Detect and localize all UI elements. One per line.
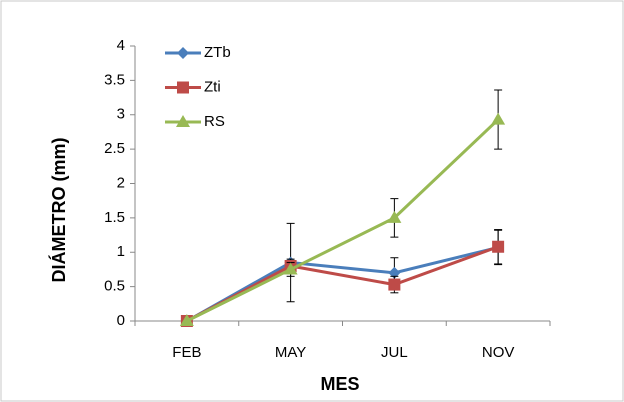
series-line [186, 118, 500, 323]
legend-marker [177, 47, 189, 59]
legend-marker [176, 115, 190, 127]
y-tick-label: 1 [117, 243, 125, 260]
y-tick-label: 0 [117, 312, 125, 329]
legend-marker [177, 81, 189, 94]
y-tick-label: 3.5 [104, 71, 125, 88]
legend-label: ZTb [204, 44, 231, 61]
marker [388, 278, 401, 291]
legend-label: RS [204, 113, 225, 130]
series-line [186, 245, 499, 323]
marker [491, 112, 506, 125]
y-tick-label: 0.5 [104, 278, 125, 295]
y-axis-title: DIÁMETRO (mm) [48, 138, 69, 283]
marker [179, 314, 194, 326]
y-tick-label: 2.5 [104, 140, 125, 157]
marker [387, 210, 402, 223]
x-tick-label: NOV [482, 344, 515, 361]
legend-label: Zti [204, 78, 221, 95]
marker [492, 240, 505, 253]
y-tick-label: 2 [117, 174, 125, 191]
x-tick-label: MAY [275, 344, 306, 361]
x-tick-label: JUL [381, 344, 408, 361]
x-axis-title: MES [320, 374, 359, 394]
x-tick-label: FEB [172, 344, 201, 361]
marker [283, 262, 298, 275]
series-line [186, 245, 499, 323]
y-tick-label: 3 [117, 106, 125, 123]
y-tick-label: 4 [117, 37, 125, 54]
y-tick-label: 1.5 [104, 209, 125, 226]
